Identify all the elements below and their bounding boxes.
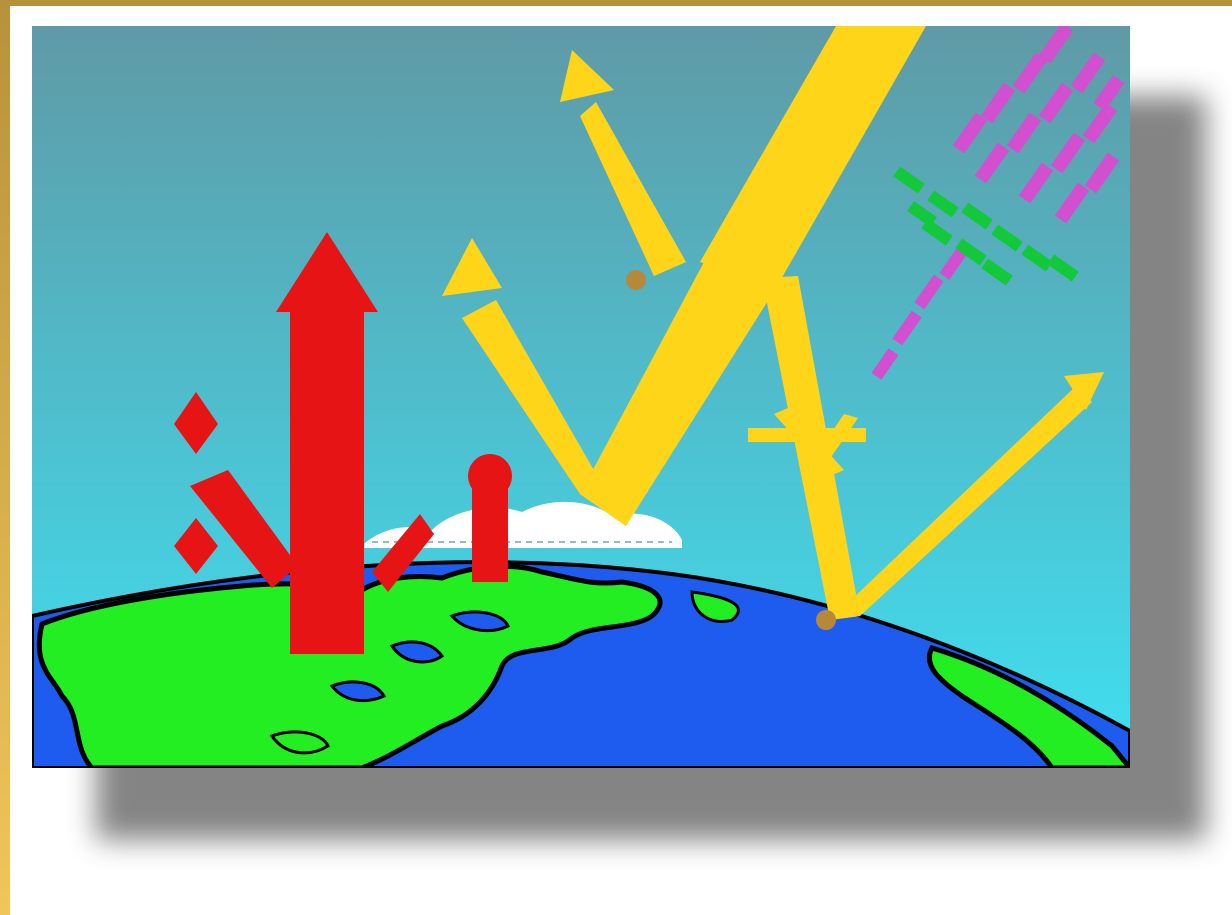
frame-left-border [0, 0, 10, 915]
greenhouse-effect-illustration [32, 26, 1130, 768]
pollutant-particles-icon [871, 26, 1125, 380]
frame-top-border [0, 0, 1232, 6]
sun-ray-arrow-icon [442, 26, 1104, 630]
heat-arrow-icon [174, 232, 512, 654]
